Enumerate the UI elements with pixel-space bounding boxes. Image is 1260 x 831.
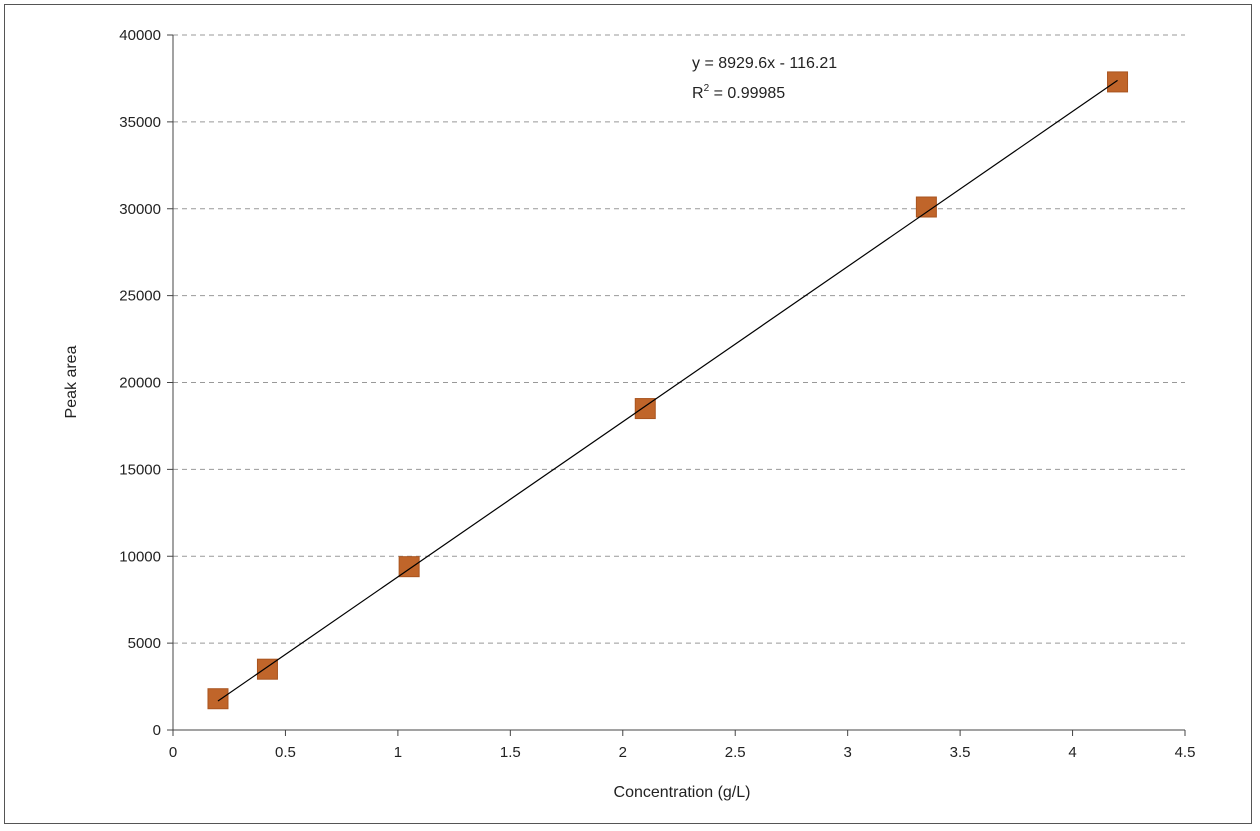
gridlines bbox=[173, 34, 1185, 644]
y-tick-label-25000: 25000 bbox=[119, 288, 161, 305]
r-squared-superscript: 2 bbox=[704, 83, 710, 94]
trendline-equation: y = 8929.6x - 116.21 bbox=[692, 55, 837, 72]
x-tick-label-0: 0 bbox=[169, 744, 177, 761]
trendline-group bbox=[217, 79, 1118, 702]
r-squared-value: = 0.99985 bbox=[709, 85, 785, 102]
x-tick-label-3.5: 3.5 bbox=[950, 744, 971, 761]
x-axis-ticks: 0 0.5 1 1.5 2 2.5 3 3.5 4 4.5 bbox=[169, 730, 1196, 761]
x-tick-label-2: 2 bbox=[619, 744, 627, 761]
y-tick-label-40000: 40000 bbox=[119, 27, 161, 44]
y-tick-label-10000: 10000 bbox=[119, 548, 161, 565]
data-point-2 bbox=[256, 658, 278, 680]
y-tick-label-30000: 30000 bbox=[119, 201, 161, 218]
x-tick-label-4.5: 4.5 bbox=[1175, 744, 1196, 761]
data-point-3 bbox=[398, 556, 420, 578]
y-tick-label-15000: 15000 bbox=[119, 461, 161, 478]
x-tick-label-3: 3 bbox=[843, 744, 851, 761]
data-point-6 bbox=[1107, 71, 1129, 93]
data-points bbox=[207, 71, 1129, 710]
data-point-5 bbox=[915, 196, 937, 218]
x-axis-title: Concentration (g/L) bbox=[614, 784, 751, 801]
x-tick-label-0.5: 0.5 bbox=[275, 744, 296, 761]
y-axis-title: Peak area bbox=[63, 345, 80, 418]
chart-frame bbox=[4, 4, 1252, 824]
data-point-4 bbox=[634, 398, 656, 420]
y-tick-label-0: 0 bbox=[153, 722, 161, 739]
data-point-1 bbox=[207, 688, 229, 710]
x-tick-label-1.5: 1.5 bbox=[500, 744, 521, 761]
x-tick-label-1: 1 bbox=[394, 744, 402, 761]
y-tick-label-5000: 5000 bbox=[128, 635, 161, 652]
x-tick-label-4: 4 bbox=[1068, 744, 1076, 761]
x-tick-label-2.5: 2.5 bbox=[725, 744, 746, 761]
y-axis-ticks: 0 5000 10000 15000 20000 25000 30000 35000 40000 bbox=[119, 27, 173, 739]
r-squared-label: R2 = 0.99985 bbox=[692, 83, 785, 102]
y-tick-label-35000: 35000 bbox=[119, 114, 161, 131]
r-squared-prefix: R bbox=[692, 85, 704, 102]
trendline bbox=[217, 79, 1118, 702]
y-tick-label-20000: 20000 bbox=[119, 375, 161, 392]
